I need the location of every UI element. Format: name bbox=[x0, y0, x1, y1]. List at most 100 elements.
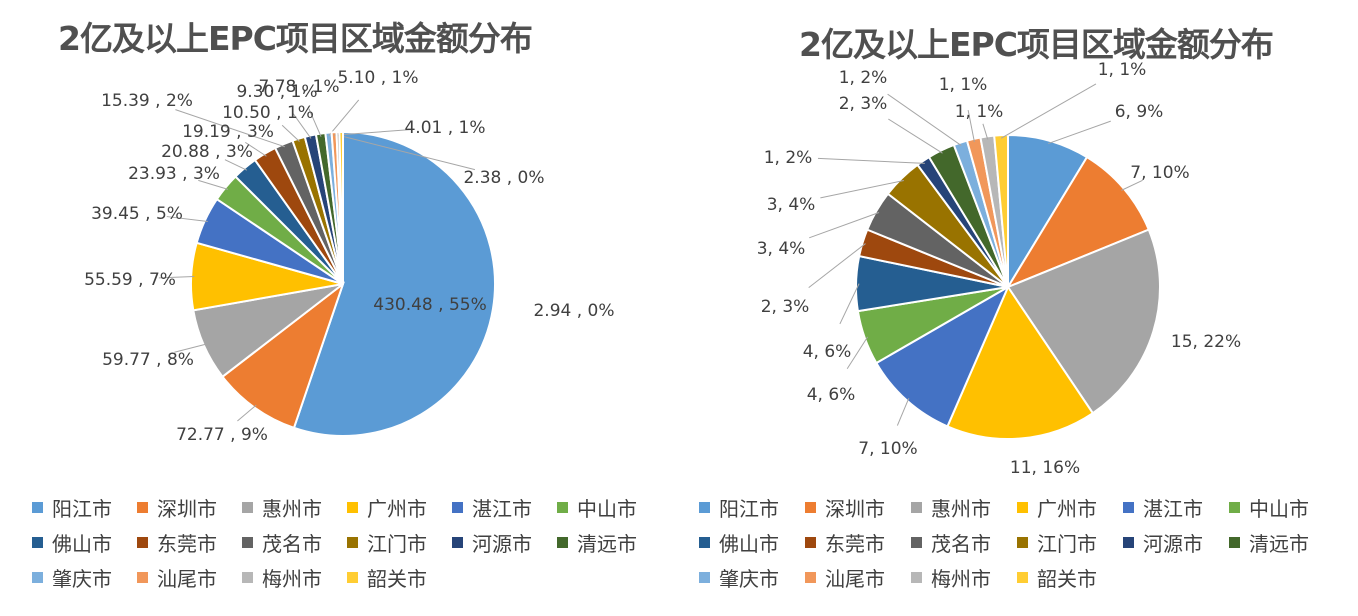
data-label-8: 15.39 , 2% bbox=[101, 91, 193, 111]
legend-label: 韶关市 bbox=[367, 566, 427, 591]
legend-item-2: 惠州市 bbox=[242, 494, 322, 521]
legend-label: 韶关市 bbox=[1037, 566, 1097, 591]
legend-label: 梅州市 bbox=[262, 566, 322, 591]
pie-slice-2 bbox=[1006, 228, 1161, 415]
legend-label: 河源市 bbox=[1143, 531, 1203, 556]
legend-label: 惠州市 bbox=[262, 496, 322, 521]
legend-swatch bbox=[805, 571, 816, 583]
legend-label: 深圳市 bbox=[825, 496, 885, 521]
pie-slice-0 bbox=[1007, 133, 1089, 291]
data-label-7: 19.19 , 3% bbox=[182, 122, 274, 142]
legend-swatch bbox=[911, 571, 922, 583]
pie-slice-4 bbox=[874, 284, 1011, 428]
legend-item-6: 佛山市 bbox=[699, 529, 779, 556]
legend-swatch bbox=[557, 536, 568, 548]
legend-item-7: 东莞市 bbox=[137, 529, 217, 556]
legend-item-14: 梅州市 bbox=[242, 564, 322, 591]
leader-line-8 bbox=[175, 109, 286, 148]
legend-item-12: 肇庆市 bbox=[699, 564, 779, 591]
legend-item-11: 清远市 bbox=[557, 529, 637, 556]
legend-swatch bbox=[1229, 536, 1240, 548]
legend-swatch bbox=[32, 536, 43, 548]
legend-label: 阳江市 bbox=[719, 496, 779, 521]
leader-line-8 bbox=[809, 212, 880, 239]
legend-swatch bbox=[452, 501, 463, 513]
legend-label: 深圳市 bbox=[157, 496, 217, 521]
leader-line-7 bbox=[245, 141, 267, 157]
legend-label: 佛山市 bbox=[719, 531, 779, 556]
legend-swatch bbox=[1017, 571, 1028, 583]
legend-label: 河源市 bbox=[472, 531, 532, 556]
legend-swatch bbox=[911, 536, 922, 548]
data-label-1: 72.77 , 9% bbox=[176, 425, 268, 445]
legend-swatch bbox=[557, 501, 568, 513]
leader-line-10 bbox=[291, 112, 312, 139]
left-chart-legend: 阳江市 深圳市 惠州市 广州市 湛江市 中山市 佛山市 东莞市 茂名市 江门市 河源市 清远市 肇庆市 汕… bbox=[32, 494, 672, 604]
legend-item-6: 佛山市 bbox=[32, 529, 112, 556]
data-label-14: 1, 1% bbox=[955, 102, 1004, 122]
legend-item-2: 惠州市 bbox=[911, 494, 991, 521]
leader-line-1 bbox=[237, 404, 257, 422]
legend-label: 清远市 bbox=[1249, 531, 1309, 556]
legend-swatch bbox=[242, 536, 253, 548]
leader-line-5 bbox=[846, 336, 869, 370]
right-chart-panel: 2亿及以上EPC项目区域金额分布 6, 9% 7, 10% 15, 22% 11, 1… bbox=[679, 0, 1358, 616]
legend-label: 肇庆市 bbox=[719, 566, 779, 591]
legend-label: 汕尾市 bbox=[825, 566, 885, 591]
legend-item-8: 茂名市 bbox=[911, 529, 991, 556]
data-label-6: 4, 6% bbox=[803, 342, 852, 362]
data-label-9: 10.50 , 1% bbox=[222, 103, 314, 123]
leader-line-9 bbox=[820, 179, 904, 199]
legend-swatch bbox=[32, 501, 43, 513]
legend-item-13: 汕尾市 bbox=[805, 564, 885, 591]
legend-label: 清远市 bbox=[577, 531, 637, 556]
data-label-12: 1, 2% bbox=[839, 68, 888, 88]
data-label-1: 7, 10% bbox=[1130, 163, 1189, 183]
data-label-8: 3, 4% bbox=[757, 239, 806, 259]
leader-line-12 bbox=[887, 93, 962, 146]
leader-line-14 bbox=[982, 123, 989, 140]
legend-item-7: 东莞市 bbox=[805, 529, 885, 556]
data-label-0: 430.48 , 55% bbox=[373, 295, 486, 315]
legend-item-1: 深圳市 bbox=[137, 494, 217, 521]
pie-slice-15 bbox=[993, 133, 1009, 288]
data-label-3: 55.59 , 7% bbox=[84, 270, 176, 290]
data-label-15: 1, 1% bbox=[1098, 60, 1147, 80]
leader-line-10 bbox=[817, 157, 925, 164]
legend-swatch bbox=[1229, 501, 1240, 513]
legend-label: 惠州市 bbox=[931, 496, 991, 521]
data-label-14: 2.38 , 0% bbox=[463, 168, 544, 188]
data-label-7: 2, 3% bbox=[761, 297, 810, 317]
legend-label: 广州市 bbox=[1037, 496, 1097, 521]
data-label-5: 23.93 , 3% bbox=[128, 164, 220, 184]
leader-line-12 bbox=[328, 99, 360, 137]
data-label-3: 11, 16% bbox=[1010, 458, 1080, 478]
legend-item-3: 广州市 bbox=[347, 494, 427, 521]
legend-item-5: 中山市 bbox=[1229, 494, 1309, 521]
legend-swatch bbox=[137, 536, 148, 548]
legend-item-0: 阳江市 bbox=[32, 494, 112, 521]
legend-item-13: 汕尾市 bbox=[137, 564, 217, 591]
leader-line-7 bbox=[808, 243, 866, 289]
data-label-9: 3, 4% bbox=[767, 195, 816, 215]
right-pie-chart: 6, 9% 7, 10% 15, 22% 11, 16% 7, 10% 4, 6% 4, 6… bbox=[757, 60, 1241, 478]
data-label-4: 7, 10% bbox=[858, 439, 917, 459]
legend-swatch bbox=[699, 571, 710, 583]
leader-line-15 bbox=[1000, 83, 1097, 139]
legend-label: 江门市 bbox=[367, 531, 427, 556]
left-pie-chart: 430.48 , 55% 72.77 , 9% 59.77 , 8% 55.59 , … bbox=[84, 68, 614, 445]
leader-line-11 bbox=[888, 118, 943, 154]
leader-line-6 bbox=[839, 283, 860, 325]
data-label-11: 2, 3% bbox=[839, 94, 888, 114]
data-label-11: 7.78 , 1% bbox=[258, 77, 339, 97]
leader-line-4 bbox=[166, 216, 208, 222]
legend-item-14: 梅州市 bbox=[911, 564, 991, 591]
legend-swatch bbox=[911, 501, 922, 513]
legend-item-9: 江门市 bbox=[347, 529, 427, 556]
legend-swatch bbox=[1123, 501, 1134, 513]
legend-item-3: 广州市 bbox=[1017, 494, 1097, 521]
legend-swatch bbox=[1017, 536, 1028, 548]
legend-label: 湛江市 bbox=[1143, 496, 1203, 521]
leader-line-13 bbox=[967, 109, 975, 142]
data-label-2: 59.77 , 8% bbox=[102, 350, 194, 370]
